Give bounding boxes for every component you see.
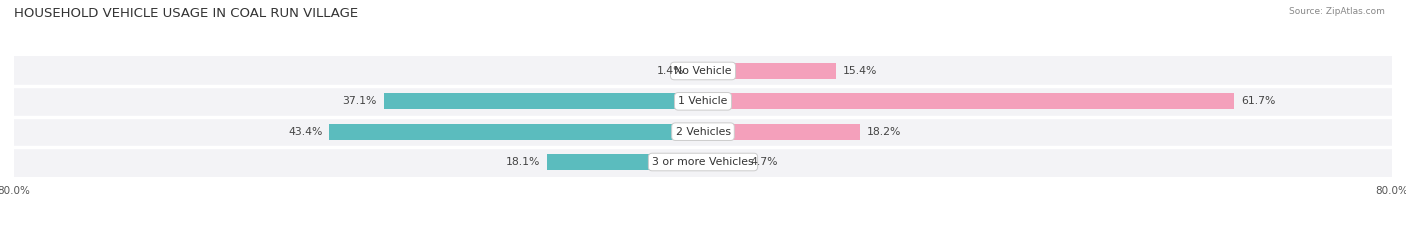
Text: 18.2%: 18.2% — [866, 127, 901, 137]
Text: 3 or more Vehicles: 3 or more Vehicles — [652, 157, 754, 167]
Text: 1.4%: 1.4% — [657, 66, 685, 76]
Bar — [14, 116, 1392, 147]
Text: No Vehicle: No Vehicle — [675, 66, 731, 76]
Bar — [703, 63, 835, 79]
Bar — [547, 154, 703, 170]
Text: 61.7%: 61.7% — [1241, 96, 1275, 106]
Bar — [690, 63, 703, 79]
Bar — [384, 93, 703, 109]
Text: 2 Vehicles: 2 Vehicles — [675, 127, 731, 137]
Bar — [14, 56, 1392, 86]
Bar — [14, 147, 1392, 177]
Text: 15.4%: 15.4% — [842, 66, 877, 76]
Bar — [329, 124, 703, 140]
Text: 4.7%: 4.7% — [751, 157, 778, 167]
Bar — [703, 154, 744, 170]
Text: HOUSEHOLD VEHICLE USAGE IN COAL RUN VILLAGE: HOUSEHOLD VEHICLE USAGE IN COAL RUN VILL… — [14, 7, 359, 20]
Bar — [703, 93, 1234, 109]
Text: 43.4%: 43.4% — [288, 127, 322, 137]
Bar — [14, 86, 1392, 116]
Text: 1 Vehicle: 1 Vehicle — [678, 96, 728, 106]
Text: Source: ZipAtlas.com: Source: ZipAtlas.com — [1289, 7, 1385, 16]
Bar — [703, 124, 859, 140]
Text: 18.1%: 18.1% — [506, 157, 540, 167]
Text: 37.1%: 37.1% — [342, 96, 377, 106]
